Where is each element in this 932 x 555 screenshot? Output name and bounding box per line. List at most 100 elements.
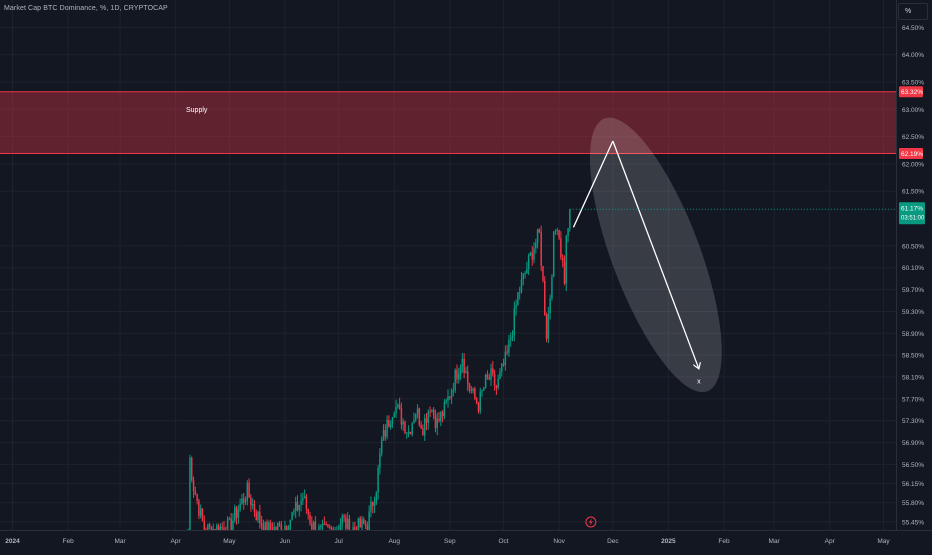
candle-body: [434, 415, 437, 428]
candle-body: [352, 527, 354, 533]
candle-body: [452, 390, 455, 392]
y-tick-label: 58.10%: [902, 375, 924, 382]
candle-body: [540, 231, 542, 266]
candle-body: [207, 524, 209, 534]
y-tick-label: 58.50%: [902, 353, 924, 360]
candle-body: [370, 501, 372, 512]
candle-body: [284, 525, 286, 533]
y-tick-label: 55.45%: [902, 519, 924, 526]
candle-body: [226, 519, 229, 537]
candle-body: [285, 525, 288, 531]
current-price-countdown: 03:51:00: [901, 215, 925, 221]
price-badge: [899, 86, 923, 98]
candle-body: [318, 526, 320, 534]
x-tick-label: Jun: [280, 538, 291, 545]
candle-body: [486, 374, 489, 378]
axis-unit-button[interactable]: %: [898, 3, 928, 20]
supply-zone: Supply: [0, 91, 896, 155]
candle-body: [501, 363, 503, 372]
candle-body: [513, 308, 516, 336]
candle-body: [563, 262, 566, 284]
candle-body: [357, 518, 360, 536]
x-tick-label: Apr: [825, 538, 836, 545]
y-tick-label: 55.80%: [902, 500, 924, 507]
candle-body: [441, 412, 444, 417]
candle-body: [230, 518, 232, 531]
candle-body: [328, 526, 331, 529]
candle-body: [398, 405, 401, 409]
candle-body: [527, 255, 530, 269]
candle-body: [312, 521, 315, 530]
candle-body: [522, 273, 525, 280]
candle-body: [490, 368, 492, 380]
candle-body: [416, 408, 419, 414]
lightning-bolt: [588, 518, 593, 526]
x-tick-label: Feb: [62, 538, 74, 545]
candle-body: [536, 229, 539, 243]
candle-body: [221, 527, 223, 529]
candle-body: [558, 229, 560, 239]
candle-body: [470, 389, 473, 391]
price-badge-label: 62.19%: [901, 151, 923, 158]
candle-body: [497, 378, 499, 388]
x-tick-label: 2025: [661, 538, 676, 545]
candle-body: [481, 390, 483, 392]
candle-body: [388, 420, 390, 427]
candle-body: [569, 209, 571, 229]
candle-body: [298, 504, 301, 511]
x-tick-label: Feb: [718, 538, 730, 545]
candle-body: [201, 508, 204, 522]
candle-body: [544, 280, 546, 315]
candle-body: [524, 273, 526, 275]
candle-body: [379, 453, 381, 468]
candle-body: [459, 366, 462, 375]
candle-body: [402, 421, 404, 425]
current-price-badge: [899, 202, 925, 225]
candle-body: [307, 509, 309, 515]
current-price-label: 61.17%: [901, 205, 923, 212]
candle-body: [339, 523, 342, 530]
grid: [0, 0, 896, 530]
y-tick-label: 60.50%: [902, 243, 924, 250]
candle-body: [377, 467, 379, 493]
candle-body: [327, 525, 329, 527]
y-tick-label: 59.30%: [902, 309, 924, 316]
y-tick-label: 64.50%: [902, 25, 924, 32]
candle-body: [517, 292, 519, 305]
candle-body: [323, 523, 326, 525]
candle-body: [475, 398, 478, 404]
candle-body: [343, 515, 345, 518]
candle-body: [384, 430, 387, 437]
candle-body: [269, 522, 272, 530]
candle-body: [246, 482, 249, 502]
candle-body: [278, 523, 281, 525]
price-badge-label: 63.32%: [901, 89, 923, 96]
candle-body: [266, 522, 268, 535]
candle-body: [526, 268, 528, 274]
candle-body: [411, 423, 413, 435]
candle-body: [483, 387, 485, 391]
candle-body: [380, 439, 383, 454]
candle-body: [194, 491, 197, 495]
candle-body: [196, 494, 198, 501]
candle-body: [466, 371, 469, 384]
candle-body: [454, 369, 456, 391]
candle-body: [533, 248, 535, 260]
projection: x: [572, 117, 722, 393]
candle-body: [320, 526, 322, 528]
candle-body: [431, 409, 433, 412]
candle-body: [216, 525, 218, 534]
candle-body: [294, 501, 297, 511]
candle-body: [456, 369, 458, 380]
candle-body: [407, 431, 410, 433]
candle-body: [373, 502, 376, 506]
candle-body: [203, 521, 206, 532]
y-tick-label: 63.00%: [902, 107, 924, 114]
y-tick-label: 60.10%: [902, 265, 924, 272]
candle-body: [190, 457, 193, 480]
candle-body: [287, 528, 290, 531]
candle-body: [259, 511, 261, 523]
candle-body: [474, 388, 476, 399]
